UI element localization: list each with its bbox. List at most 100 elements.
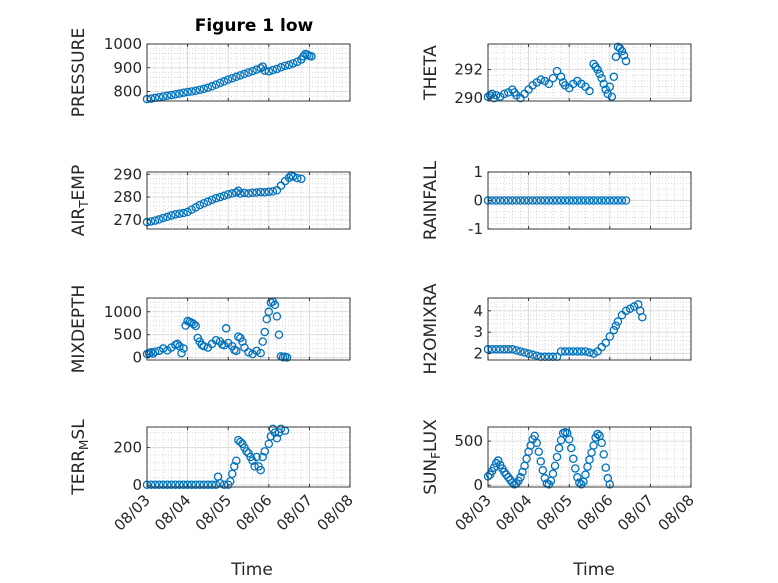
data-point bbox=[569, 347, 578, 356]
data-point bbox=[581, 196, 590, 205]
axes-box bbox=[146, 426, 351, 488]
data-point bbox=[601, 338, 610, 348]
data-point bbox=[171, 480, 180, 489]
data-point bbox=[601, 463, 610, 472]
data-point bbox=[609, 196, 619, 205]
x-tick-label: 08/04 bbox=[492, 491, 535, 534]
data-point bbox=[491, 91, 501, 100]
data-point bbox=[625, 304, 635, 313]
data-point bbox=[585, 86, 594, 96]
data-point bbox=[585, 348, 594, 357]
data-point bbox=[629, 302, 639, 311]
data-point bbox=[504, 473, 513, 482]
data-point bbox=[191, 321, 200, 331]
data-point bbox=[258, 337, 267, 346]
data-point bbox=[234, 332, 243, 341]
y-axis-label: MIXDEPTH bbox=[69, 285, 89, 374]
data-point bbox=[280, 61, 290, 71]
data-point bbox=[611, 321, 621, 331]
data-point bbox=[544, 196, 554, 205]
data-point bbox=[601, 196, 610, 205]
data-point bbox=[595, 69, 604, 79]
data-point bbox=[260, 66, 269, 75]
data-point bbox=[256, 465, 265, 475]
y-tick-label: 3 bbox=[473, 323, 483, 341]
data-point bbox=[252, 452, 261, 462]
data-point bbox=[270, 300, 280, 310]
data-point bbox=[244, 68, 253, 77]
data-point bbox=[577, 480, 586, 489]
data-point bbox=[284, 60, 294, 70]
data-point bbox=[528, 350, 537, 359]
subplot-6: 2 3 4 H2OMIXRA bbox=[421, 283, 692, 375]
data-point bbox=[619, 51, 629, 60]
data-point bbox=[577, 347, 586, 356]
data-point bbox=[248, 188, 257, 197]
data-point bbox=[581, 347, 590, 356]
data-point bbox=[288, 172, 298, 181]
data-point bbox=[203, 480, 213, 489]
data-point bbox=[171, 210, 180, 219]
data-point bbox=[495, 196, 505, 205]
data-point bbox=[556, 72, 566, 82]
data-point bbox=[183, 207, 192, 217]
data-point bbox=[276, 424, 286, 434]
y-tick-label: 4 bbox=[473, 302, 483, 320]
data-point bbox=[179, 480, 188, 489]
data-point bbox=[613, 196, 623, 205]
data-point bbox=[504, 345, 513, 354]
data-point bbox=[199, 341, 209, 351]
data-point bbox=[520, 196, 529, 205]
data-point bbox=[272, 312, 282, 321]
axes-box bbox=[487, 43, 692, 102]
data-point bbox=[158, 344, 168, 353]
data-point bbox=[282, 353, 292, 362]
data-point bbox=[516, 347, 525, 356]
data-point bbox=[499, 345, 509, 354]
data-point bbox=[175, 209, 184, 218]
data-point bbox=[268, 187, 278, 196]
data-point bbox=[146, 217, 156, 226]
data-point bbox=[552, 452, 562, 462]
data-point bbox=[573, 347, 582, 356]
data-point bbox=[175, 89, 184, 98]
y-tick-label: 0 bbox=[473, 192, 483, 210]
data-point bbox=[264, 307, 274, 317]
data-point bbox=[252, 346, 261, 356]
data-point bbox=[167, 211, 176, 220]
data-point bbox=[167, 90, 176, 100]
data-point bbox=[221, 324, 231, 333]
x-axis-label-right: Time bbox=[572, 560, 615, 580]
data-point bbox=[154, 480, 164, 489]
axes-box bbox=[487, 426, 692, 488]
y-tick-label: 1 bbox=[473, 163, 483, 181]
data-point bbox=[232, 72, 241, 82]
data-point bbox=[569, 454, 578, 464]
data-point bbox=[219, 191, 229, 200]
data-point bbox=[260, 447, 269, 456]
data-point bbox=[508, 345, 517, 354]
data-point bbox=[179, 88, 188, 97]
data-point bbox=[179, 344, 188, 353]
x-tick-label: 08/08 bbox=[655, 491, 698, 534]
data-point bbox=[146, 94, 156, 103]
data-point bbox=[187, 87, 196, 96]
data-point bbox=[179, 208, 188, 218]
data-point bbox=[183, 480, 192, 489]
data-point bbox=[512, 196, 521, 205]
y-axis-label: AIRTEMP bbox=[69, 165, 91, 236]
data-point bbox=[609, 325, 619, 335]
data-point bbox=[240, 69, 249, 79]
data-point bbox=[548, 196, 558, 205]
data-point bbox=[564, 347, 574, 356]
data-point bbox=[297, 174, 306, 184]
data-point bbox=[223, 75, 233, 84]
data-point bbox=[502, 470, 511, 479]
data-point bbox=[189, 319, 198, 329]
data-point bbox=[617, 46, 627, 56]
figure-title: Figure 1 low bbox=[195, 16, 314, 36]
data-point bbox=[536, 196, 546, 205]
data-point bbox=[605, 480, 615, 489]
data-point bbox=[307, 52, 316, 61]
